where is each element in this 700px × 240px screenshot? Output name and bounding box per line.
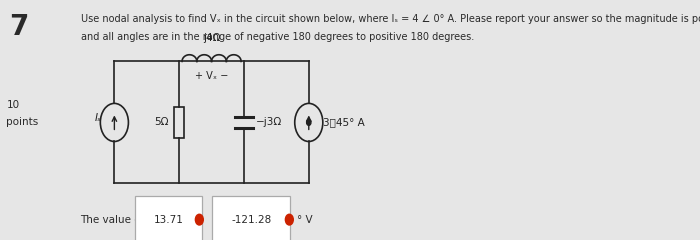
Text: −j3Ω: −j3Ω [256, 117, 283, 127]
Text: 7: 7 [9, 12, 28, 41]
Circle shape [195, 214, 203, 225]
Bar [174, 107, 184, 138]
Text: Use nodal analysis to find Vₓ in the circuit shown below, where Iₛ = 4 ∠ 0° A. P: Use nodal analysis to find Vₓ in the cir… [80, 14, 700, 24]
Text: -121.28: -121.28 [231, 215, 272, 225]
Circle shape [307, 120, 311, 125]
Text: ∠: ∠ [214, 213, 225, 226]
Text: 10: 10 [6, 100, 20, 110]
Text: + Vₓ −: + Vₓ − [195, 71, 228, 81]
Text: ° V: ° V [297, 215, 312, 225]
Circle shape [286, 214, 293, 225]
Text: 13.71: 13.71 [153, 215, 183, 225]
Text: 5Ω: 5Ω [155, 117, 169, 127]
Text: The value of Vₓ =: The value of Vₓ = [80, 215, 175, 225]
Text: j4Ω: j4Ω [203, 33, 220, 43]
Text: 3⑟45° A: 3⑟45° A [323, 117, 365, 127]
Text: and all angles are in the range of negative 180 degrees to positive 180 degrees.: and all angles are in the range of negat… [80, 32, 474, 42]
Text: Iₛ: Iₛ [94, 113, 101, 123]
Text: points: points [6, 117, 38, 127]
